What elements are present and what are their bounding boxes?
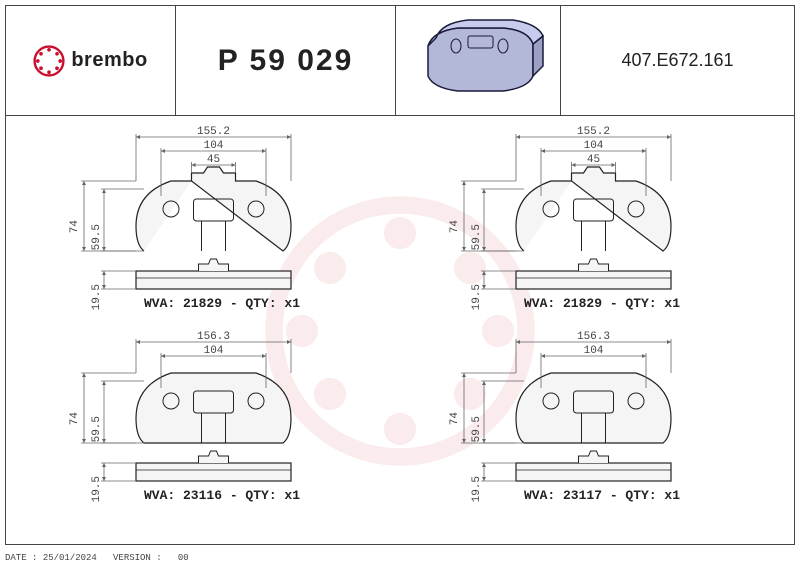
svg-text:19.5: 19.5: [91, 476, 103, 502]
svg-text:19.5: 19.5: [91, 284, 103, 310]
svg-text:156.3: 156.3: [197, 331, 230, 343]
drawing-frame: brembo P 59 029 407.E672.161: [5, 5, 795, 545]
pad-drawing-1: 155.2 104 45 74 59.5: [26, 126, 396, 326]
footer-version: 00: [178, 553, 189, 563]
svg-text:155.2: 155.2: [197, 126, 230, 138]
svg-text:45: 45: [207, 154, 220, 166]
svg-text:74: 74: [69, 412, 81, 426]
svg-text:45: 45: [587, 154, 600, 166]
drawing-body: 155.2 104 45 74 59.5: [6, 116, 794, 546]
brand-name: brembo: [71, 49, 147, 72]
code-box: 407.E672.161: [561, 6, 794, 115]
svg-text:74: 74: [449, 220, 461, 234]
header: brembo P 59 029 407.E672.161: [6, 6, 794, 116]
wva-label: WVA: 23116 - QTY: x1: [144, 488, 300, 503]
svg-text:59.5: 59.5: [91, 224, 103, 250]
wva-label: WVA: 21829 - QTY: x1: [144, 296, 300, 311]
drawing-code: 407.E672.161: [621, 50, 733, 71]
svg-text:104: 104: [204, 345, 224, 357]
logo-box: brembo: [6, 6, 176, 115]
footer-version-label: VERSION :: [113, 553, 162, 563]
svg-text:59.5: 59.5: [471, 416, 483, 442]
svg-text:156.3: 156.3: [577, 331, 610, 343]
footer-date: 25/01/2024: [43, 553, 97, 563]
footer: DATE : 25/01/2024 VERSION : 00: [5, 553, 189, 563]
svg-text:59.5: 59.5: [91, 416, 103, 442]
wva-label: WVA: 23117 - QTY: x1: [524, 488, 680, 503]
pad-3d-preview: [396, 6, 561, 115]
svg-text:104: 104: [584, 345, 604, 357]
brembo-logo-icon: [33, 45, 65, 77]
pad-drawing-4: 156.3 104 74 59.5 19.5 WVA: 2311: [406, 331, 776, 531]
svg-text:19.5: 19.5: [471, 284, 483, 310]
svg-text:155.2: 155.2: [577, 126, 610, 138]
svg-text:59.5: 59.5: [471, 224, 483, 250]
svg-text:104: 104: [204, 140, 224, 152]
svg-text:19.5: 19.5: [471, 476, 483, 502]
brake-pad-3d-icon: [408, 16, 548, 106]
svg-text:74: 74: [69, 220, 81, 234]
part-number: P 59 029: [218, 44, 354, 78]
wva-label: WVA: 21829 - QTY: x1: [524, 296, 680, 311]
part-number-box: P 59 029: [176, 6, 396, 115]
pad-drawing-3: 156.3 104 74 59.5 19.5 WVA: 2311: [26, 331, 396, 531]
svg-text:74: 74: [449, 412, 461, 426]
footer-date-label: DATE :: [5, 553, 37, 563]
svg-text:104: 104: [584, 140, 604, 152]
pad-drawing-2: 155.2 104 45 74 59.5: [406, 126, 776, 326]
